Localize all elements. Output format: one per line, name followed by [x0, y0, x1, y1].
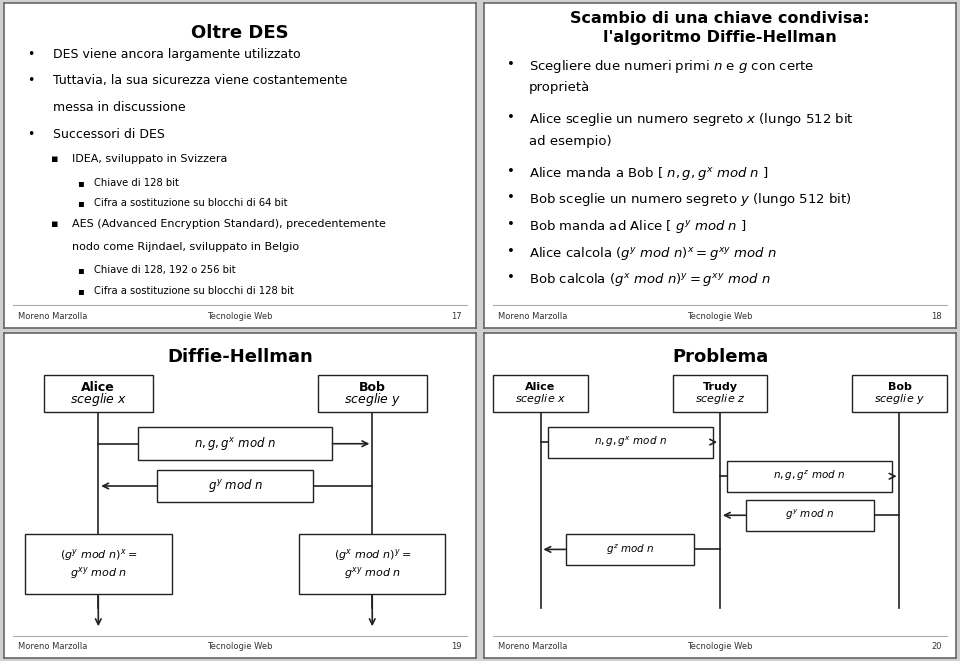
Text: Scambio di una chiave condivisa:: Scambio di una chiave condivisa: [570, 11, 870, 26]
Text: nodo come Rijndael, sviluppato in Belgio: nodo come Rijndael, sviluppato in Belgio [72, 242, 300, 252]
Text: Cifra a sostituzione su blocchi di 128 bit: Cifra a sostituzione su blocchi di 128 b… [93, 286, 294, 296]
Text: messa in discussione: messa in discussione [54, 101, 186, 114]
Text: sceglie $z$: sceglie $z$ [695, 392, 745, 406]
Text: ad esempio): ad esempio) [529, 135, 612, 147]
Text: •: • [508, 218, 516, 231]
Text: $(g^x$ mod $n)^y =$
$g^{xy}$ mod $n$: $(g^x$ mod $n)^y =$ $g^{xy}$ mod $n$ [334, 547, 411, 581]
Text: sceglie $y$: sceglie $y$ [344, 391, 401, 408]
Text: $n, g, g^x$ mod $n$: $n, g, g^x$ mod $n$ [194, 435, 276, 452]
FancyBboxPatch shape [852, 375, 947, 412]
Text: ▪: ▪ [51, 219, 59, 229]
Text: Cifra a sostituzione su blocchi di 64 bit: Cifra a sostituzione su blocchi di 64 bi… [93, 198, 287, 208]
Text: •: • [508, 191, 516, 204]
Text: Bob calcola $(g^x$ $mod$ $n)^y = g^{xy}$ $mod$ $n$: Bob calcola $(g^x$ $mod$ $n)^y = g^{xy}$… [529, 271, 770, 288]
Text: Moreno Marzolla: Moreno Marzolla [18, 642, 87, 652]
Text: Chiave di 128, 192 o 256 bit: Chiave di 128, 192 o 256 bit [93, 266, 235, 276]
Text: $g^y$ mod $n$: $g^y$ mod $n$ [785, 508, 834, 522]
Text: Diffie-Hellman: Diffie-Hellman [167, 348, 313, 366]
Text: 18: 18 [931, 312, 942, 321]
Text: Tecnologie Web: Tecnologie Web [207, 312, 273, 321]
Text: l'algoritmo Diffie-Hellman: l'algoritmo Diffie-Hellman [603, 30, 837, 46]
Text: •: • [508, 165, 516, 178]
Text: Tecnologie Web: Tecnologie Web [207, 642, 273, 652]
Text: 20: 20 [931, 642, 942, 652]
FancyBboxPatch shape [138, 428, 332, 460]
Text: •: • [508, 111, 516, 124]
Text: ▪: ▪ [77, 198, 84, 208]
Text: Bob sceglie un numero segreto $y$ (lungo 512 bit): Bob sceglie un numero segreto $y$ (lungo… [529, 191, 852, 208]
Text: ▪: ▪ [77, 266, 84, 276]
FancyBboxPatch shape [673, 375, 767, 412]
FancyBboxPatch shape [44, 375, 153, 412]
FancyBboxPatch shape [25, 534, 172, 594]
Text: •: • [28, 48, 35, 61]
Text: ▪: ▪ [51, 154, 59, 164]
Text: 17: 17 [451, 312, 462, 321]
Text: $n, g, g^z$ mod $n$: $n, g, g^z$ mod $n$ [774, 469, 846, 483]
Text: Moreno Marzolla: Moreno Marzolla [18, 312, 87, 321]
Text: sceglie $x$: sceglie $x$ [515, 392, 566, 406]
Text: Bob manda ad Alice $[$ $g^y$ $mod$ $n$ $]$: Bob manda ad Alice $[$ $g^y$ $mod$ $n$ $… [529, 218, 746, 235]
FancyBboxPatch shape [299, 534, 445, 594]
Text: Oltre DES: Oltre DES [191, 24, 289, 42]
Text: $(g^y$ mod $n)^x =$
$g^{xy}$ mod $n$: $(g^y$ mod $n)^x =$ $g^{xy}$ mod $n$ [60, 547, 137, 581]
Text: •: • [508, 271, 516, 284]
Text: sceglie $y$: sceglie $y$ [874, 392, 925, 406]
Text: sceglie $x$: sceglie $x$ [70, 391, 127, 408]
Text: Alice calcola $(g^y$ $mod$ $n)^x = g^{xy}$ $mod$ $n$: Alice calcola $(g^y$ $mod$ $n)^x = g^{xy… [529, 245, 777, 262]
Text: AES (Advanced Encryption Standard), precedentemente: AES (Advanced Encryption Standard), prec… [72, 219, 386, 229]
Text: $n, g, g^x$ mod $n$: $n, g, g^x$ mod $n$ [594, 435, 667, 449]
FancyBboxPatch shape [746, 500, 874, 531]
Text: IDEA, sviluppato in Svizzera: IDEA, sviluppato in Svizzera [72, 154, 228, 164]
Text: Trudy: Trudy [703, 383, 737, 393]
Text: DES viene ancora largamente utilizzato: DES viene ancora largamente utilizzato [54, 48, 301, 61]
Text: Tecnologie Web: Tecnologie Web [687, 642, 753, 652]
Text: •: • [508, 58, 516, 71]
Text: Scegliere due numeri primi $n$ e $g$ con certe: Scegliere due numeri primi $n$ e $g$ con… [529, 58, 814, 75]
Text: Tuttavia, la sua sicurezza viene costantemente: Tuttavia, la sua sicurezza viene costant… [54, 74, 348, 87]
FancyBboxPatch shape [493, 375, 588, 412]
Text: Moreno Marzolla: Moreno Marzolla [498, 312, 567, 321]
FancyBboxPatch shape [566, 534, 694, 565]
Text: Alice: Alice [82, 381, 115, 394]
FancyBboxPatch shape [547, 426, 713, 457]
Text: Bob: Bob [888, 383, 911, 393]
Text: Moreno Marzolla: Moreno Marzolla [498, 642, 567, 652]
Text: Chiave di 128 bit: Chiave di 128 bit [93, 178, 179, 188]
Text: $g^z$ mod $n$: $g^z$ mod $n$ [606, 542, 655, 557]
FancyBboxPatch shape [318, 375, 426, 412]
Text: Successori di DES: Successori di DES [54, 128, 165, 141]
Text: •: • [28, 128, 35, 141]
Text: •: • [508, 245, 516, 258]
FancyBboxPatch shape [727, 461, 893, 492]
Text: Alice: Alice [525, 383, 556, 393]
FancyBboxPatch shape [157, 470, 313, 502]
Text: Alice manda a Bob $[$ $n, g, g^x$ $mod$ $n$ $]$: Alice manda a Bob $[$ $n, g, g^x$ $mod$ … [529, 165, 768, 182]
Text: Bob: Bob [359, 381, 386, 394]
Text: $g^y$ mod $n$: $g^y$ mod $n$ [207, 477, 263, 494]
Text: Problema: Problema [672, 348, 768, 366]
Text: 19: 19 [451, 642, 462, 652]
Text: ▪: ▪ [77, 286, 84, 296]
Text: Tecnologie Web: Tecnologie Web [687, 312, 753, 321]
Text: proprietà: proprietà [529, 81, 590, 95]
Text: ▪: ▪ [77, 178, 84, 188]
Text: •: • [28, 74, 35, 87]
Text: Alice sceglie un numero segreto $x$ (lungo 512 bit: Alice sceglie un numero segreto $x$ (lun… [529, 111, 853, 128]
